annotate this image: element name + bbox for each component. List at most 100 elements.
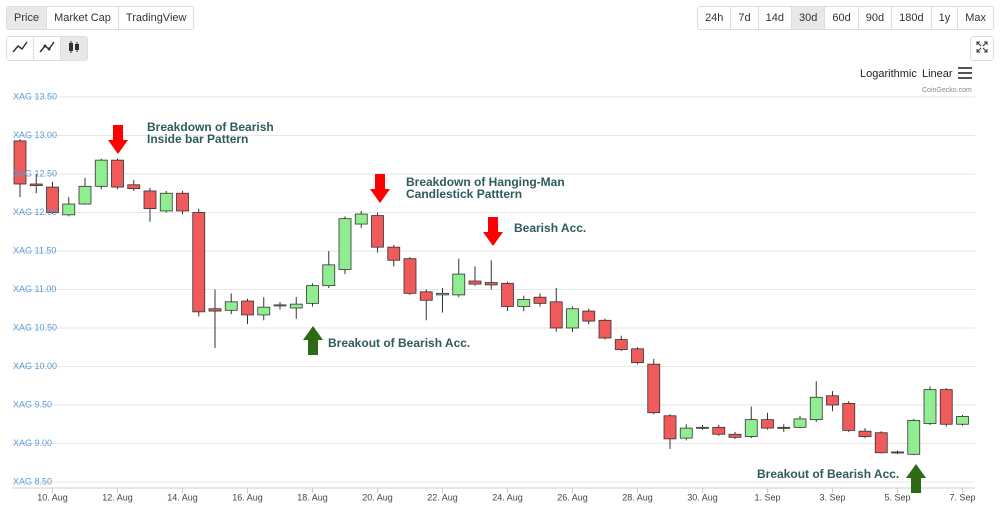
candle-body: [159, 192, 173, 212]
tab[interactable]: Market Cap: [47, 7, 119, 29]
y-tick-label: XAG 10.00: [13, 361, 57, 371]
plot: 10. Aug 12. Aug 14. Aug 16. Aug 18. Aug 20. A…: [12, 91, 976, 502]
icon: [12, 41, 28, 53]
range-tab[interactable]: 90d: [858, 7, 893, 29]
candle-body: [436, 292, 449, 296]
x-tick-label: 26. Aug: [557, 492, 588, 502]
candle-body: [842, 403, 856, 431]
annotation: Breakout of Bearish Acc.: [757, 467, 899, 481]
candle-body: [566, 308, 579, 329]
range-tab[interactable]: Max: [958, 7, 993, 29]
scale-linear[interactable]: Linear: [922, 68, 953, 80]
candle-body: [241, 300, 254, 316]
candle-icon[interactable]: [61, 37, 87, 60]
x-tick-label: 5. Sep: [884, 492, 910, 502]
range-tab[interactable]: 30d: [792, 7, 826, 29]
candle-body: [127, 184, 141, 190]
x-tick-label: 28. Aug: [622, 492, 653, 502]
candle-body: [273, 304, 287, 307]
annotation: Inside bar Pattern: [147, 132, 248, 146]
y-tick-label: XAG 12.50: [13, 168, 57, 178]
candle-body: [631, 348, 644, 364]
y-tick-label: XAG 12.00: [13, 207, 57, 217]
fullscreen[interactable]: [970, 36, 994, 61]
y-tick-label: XAG 11.00: [13, 284, 56, 294]
range-tab[interactable]: 14d: [758, 7, 793, 29]
y-tick-label: XAG 11.50: [13, 245, 56, 255]
candle-body: [907, 419, 921, 455]
candle-body: [826, 395, 839, 406]
candle-body: [891, 451, 904, 454]
annotation: Candlestick Patttern: [406, 187, 522, 201]
range-tab[interactable]: 180d: [892, 7, 932, 29]
x-tick-label: 16. Aug: [232, 492, 263, 502]
candle-body: [858, 430, 872, 437]
x-tick-label: 22. Aug: [427, 492, 458, 502]
x-tick-label: 24. Aug: [492, 492, 523, 502]
candle-body: [809, 396, 823, 421]
candle-body: [598, 319, 612, 339]
annotation: Breakout of Bearish Acc.: [328, 336, 470, 350]
candle-body: [257, 306, 271, 316]
candle-body: [322, 264, 336, 287]
candle-body: [484, 282, 498, 286]
candle-body: [111, 159, 124, 188]
area-icon[interactable]: [34, 37, 61, 60]
x-tick-label: 20. Aug: [362, 492, 393, 502]
tab[interactable]: Price: [7, 7, 48, 29]
y-tick-label: XAG 8.50: [13, 476, 52, 486]
range-tab[interactable]: 60d: [825, 7, 859, 29]
x-tick-label: 7. Sep: [949, 492, 975, 502]
candle-body: [663, 415, 677, 440]
candle-body: [46, 186, 59, 213]
y-tick-label: XAG 9.50: [13, 399, 52, 409]
candle-body: [468, 280, 482, 285]
tab[interactable]: TradingView: [118, 7, 194, 29]
annotation: Breakdown of Bearish: [147, 120, 274, 134]
range-tab[interactable]: 7d: [731, 7, 759, 29]
x-tick-label: 1. Sep: [754, 492, 780, 502]
range-tab[interactable]: 24h: [698, 7, 732, 29]
annotation: Breakdown of Hanging-Man: [406, 175, 565, 189]
candle-body: [712, 426, 726, 435]
candle-body: [306, 285, 319, 304]
candle-body: [744, 419, 758, 437]
candle-body: [777, 426, 791, 429]
candle-body: [761, 419, 774, 429]
chart-type-tabs: [6, 36, 88, 61]
candle-body: [533, 296, 547, 304]
candle-body: [387, 246, 401, 261]
icon: [39, 41, 55, 53]
candle-body: [939, 389, 953, 425]
candle-body: [696, 426, 709, 429]
candle-body: [614, 339, 628, 350]
view-tabs: Price Market Cap TradingView: [6, 6, 195, 30]
candle-body: [78, 185, 92, 205]
icon: [976, 41, 988, 53]
line-icon[interactable]: [7, 37, 34, 60]
menu-icon[interactable]: [957, 66, 973, 80]
candle-body: [338, 218, 352, 270]
credit: CoinGecko.com: [922, 87, 972, 94]
candle-body: [403, 258, 417, 294]
candle-body: [13, 140, 27, 185]
candle-body: [874, 432, 888, 454]
candle-body: [793, 418, 807, 428]
candle-body: [956, 416, 969, 425]
candle-body: [549, 301, 563, 329]
scale-log[interactable]: Logarithmic: [860, 68, 917, 80]
candle-body: [224, 301, 238, 311]
candle-body: [517, 299, 531, 307]
x-tick-label: 12. Aug: [102, 492, 133, 502]
candle-body: [452, 273, 466, 296]
candle-body: [176, 192, 189, 212]
candle-body: [923, 389, 937, 424]
arrow-down: [483, 217, 503, 246]
arrow-down: [370, 174, 390, 203]
x-tick-label: 10. Aug: [37, 492, 68, 502]
y-tick-label: XAG 9.00: [13, 438, 52, 448]
range-tab[interactable]: 1y: [931, 7, 959, 29]
x-tick-label: 14. Aug: [167, 492, 198, 502]
candle-body: [647, 363, 661, 414]
